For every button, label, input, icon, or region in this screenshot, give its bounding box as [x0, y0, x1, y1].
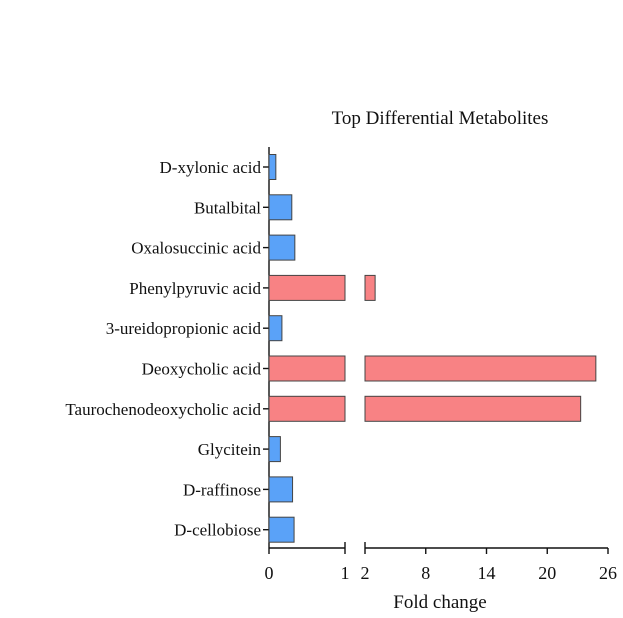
- y-tick-label: Taurochenodeoxycholic acid: [65, 400, 261, 419]
- bar: [268, 476, 294, 503]
- x-tick-label: 2: [361, 563, 370, 583]
- x-tick-label: 1: [341, 563, 350, 583]
- bar: [268, 194, 293, 221]
- bar-continued: [364, 395, 582, 422]
- y-tick-label: Oxalosuccinic acid: [131, 239, 261, 258]
- y-tick-label: Butalbital: [194, 198, 261, 217]
- bar-continued: [364, 274, 376, 301]
- bar: [268, 274, 346, 301]
- x-tick-label: 0: [265, 563, 274, 583]
- y-tick-label: Glycitein: [198, 440, 262, 459]
- bar: [268, 395, 346, 422]
- y-tick-label: D-raffinose: [183, 480, 261, 499]
- y-tick-label: D-xylonic acid: [160, 158, 262, 177]
- plot-area: 0 1 2 8 14 20 26 D-xylonic acid Butalbital Oxalos…: [65, 147, 617, 583]
- x-tick-label: 26: [599, 563, 617, 583]
- bar: [268, 315, 283, 342]
- x-tick-label: 8: [421, 563, 430, 583]
- bar: [268, 234, 296, 261]
- chart-title: Top Differential Metabolites: [332, 108, 549, 129]
- y-tick-label: D-cellobiose: [174, 521, 261, 540]
- bar-continued: [364, 355, 597, 382]
- y-tick-label: 3-ureidopropionic acid: [106, 319, 262, 338]
- x-tick-label: 14: [478, 563, 496, 583]
- x-tick-label: 20: [538, 563, 556, 583]
- y-tick-label: Deoxycholic acid: [142, 360, 262, 379]
- bar: [268, 355, 346, 382]
- y-tick-label: Phenylpyruvic acid: [129, 279, 261, 298]
- bar: [268, 154, 277, 180]
- x-axis-title: Fold change: [393, 592, 486, 613]
- bar: [268, 436, 281, 463]
- bar: [268, 516, 295, 543]
